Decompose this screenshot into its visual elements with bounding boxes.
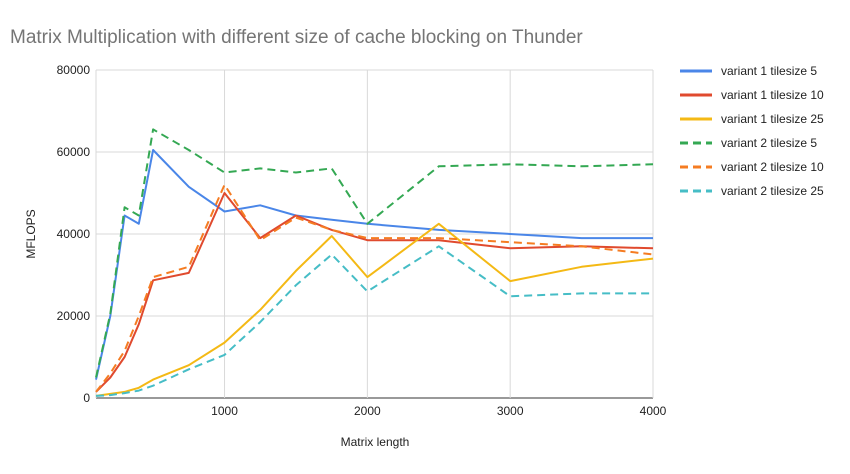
legend-label: variant 2 tilesize 10	[721, 160, 824, 174]
tick-labels: 0 20000 40000 60000 80000 1000 2000 3000 4000	[57, 63, 667, 418]
x-tick-label: 2000	[354, 404, 381, 418]
legend-label: variant 1 tilesize 25	[721, 112, 824, 126]
chart-title: Matrix Multiplication with different siz…	[10, 27, 583, 48]
legend-label: variant 2 tilesize 5	[721, 136, 817, 150]
x-tick-label: 1000	[211, 404, 238, 418]
legend-label: variant 1 tilesize 5	[721, 64, 817, 78]
grid-lines	[95, 69, 654, 399]
legend-label: variant 1 tilesize 10	[721, 88, 824, 102]
y-tick-label: 60000	[57, 145, 91, 159]
series-line-3	[95, 222, 654, 397]
series-line-1	[95, 149, 653, 380]
x-axis-label: Matrix length	[341, 435, 410, 449]
y-tick-label: 0	[83, 391, 90, 405]
y-tick-label: 40000	[57, 227, 91, 241]
series-line-2	[95, 192, 654, 393]
series-lines	[95, 128, 654, 397]
y-axis-label: MFLOPS	[24, 209, 38, 258]
x-tick-label: 3000	[497, 404, 524, 418]
series-line-5	[95, 183, 654, 393]
series-line-6	[95, 245, 653, 397]
y-tick-label: 80000	[57, 63, 91, 77]
y-tick-label: 20000	[57, 309, 91, 323]
legend: variant 1 tilesize 5 variant 1 tilesize 1…	[680, 64, 824, 198]
legend-label: variant 2 tilesize 25	[721, 184, 824, 198]
series-line-4	[95, 128, 654, 378]
x-tick-label: 4000	[640, 404, 667, 418]
